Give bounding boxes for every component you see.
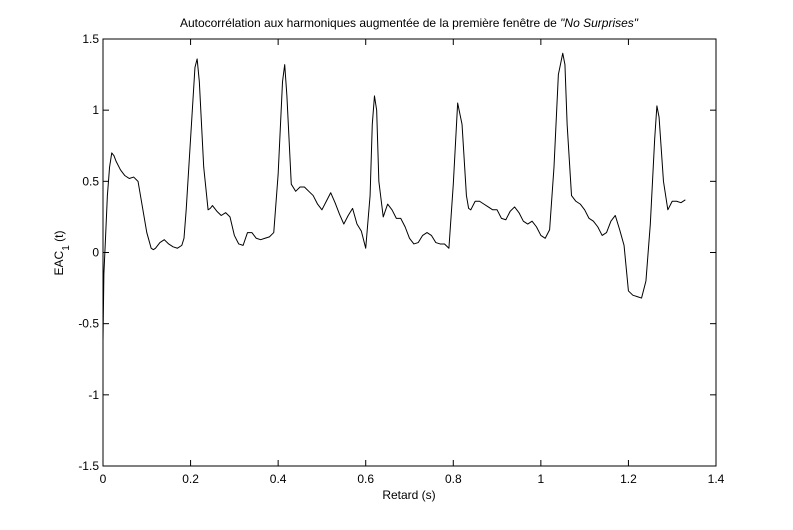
x-tick-label: 1 bbox=[538, 472, 545, 486]
x-tick-label: 1.4 bbox=[708, 472, 725, 486]
y-axis-label-subscript: 1 bbox=[61, 245, 72, 251]
x-tick-label: 0.2 bbox=[182, 472, 199, 486]
chart-title-italic: "No Surprises" bbox=[560, 16, 639, 30]
y-tick-label: -1 bbox=[88, 388, 99, 402]
tick-labels-layer: 0 0.2 0.4 0.6 0.8 1 1.2 1.4 -1.5 -1 -0.5 0 0.5 1 1.5 bbox=[78, 32, 724, 486]
y-tick-label: 1.5 bbox=[82, 32, 99, 46]
axes-box bbox=[102, 38, 717, 467]
x-tick-label: 0.4 bbox=[270, 472, 287, 486]
y-tick-label: 0 bbox=[92, 246, 99, 260]
y-axis-label: EAC1 (t) bbox=[52, 231, 72, 276]
y-axis-label-suffix: (t) bbox=[52, 231, 66, 246]
x-axis-label: Retard (s) bbox=[382, 488, 435, 502]
y-tick-label: 1 bbox=[92, 103, 99, 117]
plot-area bbox=[103, 39, 716, 466]
x-tick-label: 0.8 bbox=[445, 472, 462, 486]
x-tick-label: 0.6 bbox=[357, 472, 374, 486]
y-tick-label: -0.5 bbox=[78, 317, 99, 331]
x-tick-label: 0 bbox=[100, 472, 107, 486]
x-tick-label: 1.2 bbox=[620, 472, 637, 486]
y-tick-label: 0.5 bbox=[82, 174, 99, 188]
series-line bbox=[102, 52, 686, 341]
y-axis-label-main: EAC bbox=[52, 250, 66, 275]
chart-title-text: Autocorrélation aux harmoniques augmenté… bbox=[180, 16, 560, 30]
y-tick-label: -1.5 bbox=[78, 459, 99, 473]
chart-title: Autocorrélation aux harmoniques augmenté… bbox=[180, 16, 639, 30]
